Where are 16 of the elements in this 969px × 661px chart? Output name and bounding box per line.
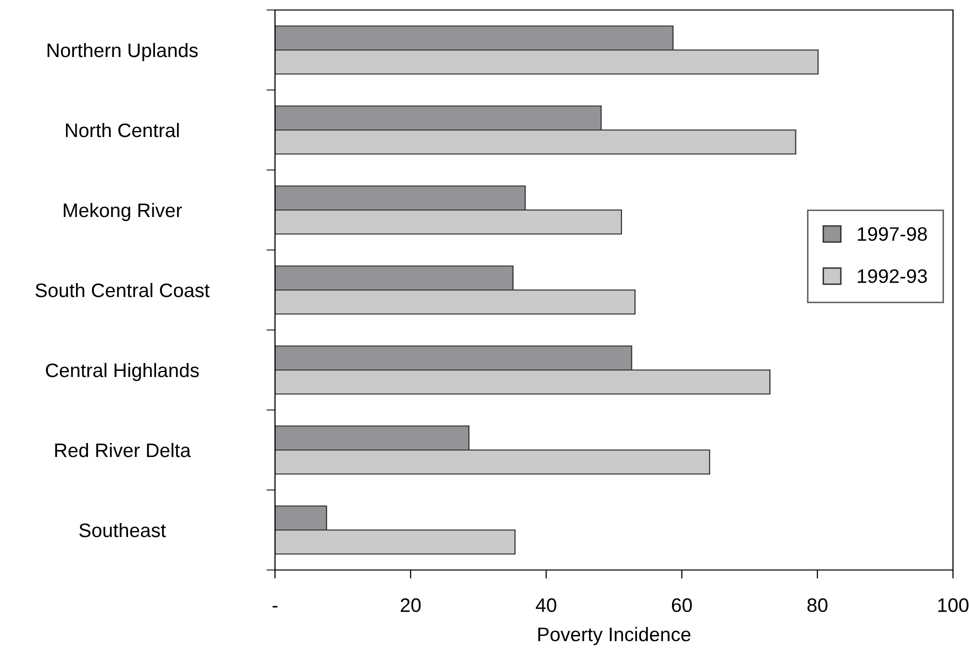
y-tick-label: Central Highlands — [46, 362, 199, 382]
x-tick-label: 60 — [672, 598, 692, 612]
x-tick-label: 40 — [536, 598, 556, 612]
y-tick-label: Mekong River — [64, 202, 182, 222]
legend-label: 1997-98 — [858, 227, 927, 241]
y-tick-label: Red River Delta — [55, 442, 191, 458]
x-tick-label: - — [272, 606, 278, 608]
y-tick-label: South Central Coast — [36, 282, 210, 298]
y-tick-label: Southeast — [79, 522, 166, 538]
x-tick-label: 100 — [938, 598, 968, 612]
y-tick-label: Northern Uplands — [48, 42, 198, 62]
x-tick-label: 80 — [807, 598, 828, 612]
x-axis-title: Poverty Incidence — [538, 627, 690, 646]
legend-label: 1992-93 — [858, 269, 927, 284]
x-tick-label: 20 — [400, 598, 421, 612]
y-tick-label: North Central — [66, 122, 179, 138]
